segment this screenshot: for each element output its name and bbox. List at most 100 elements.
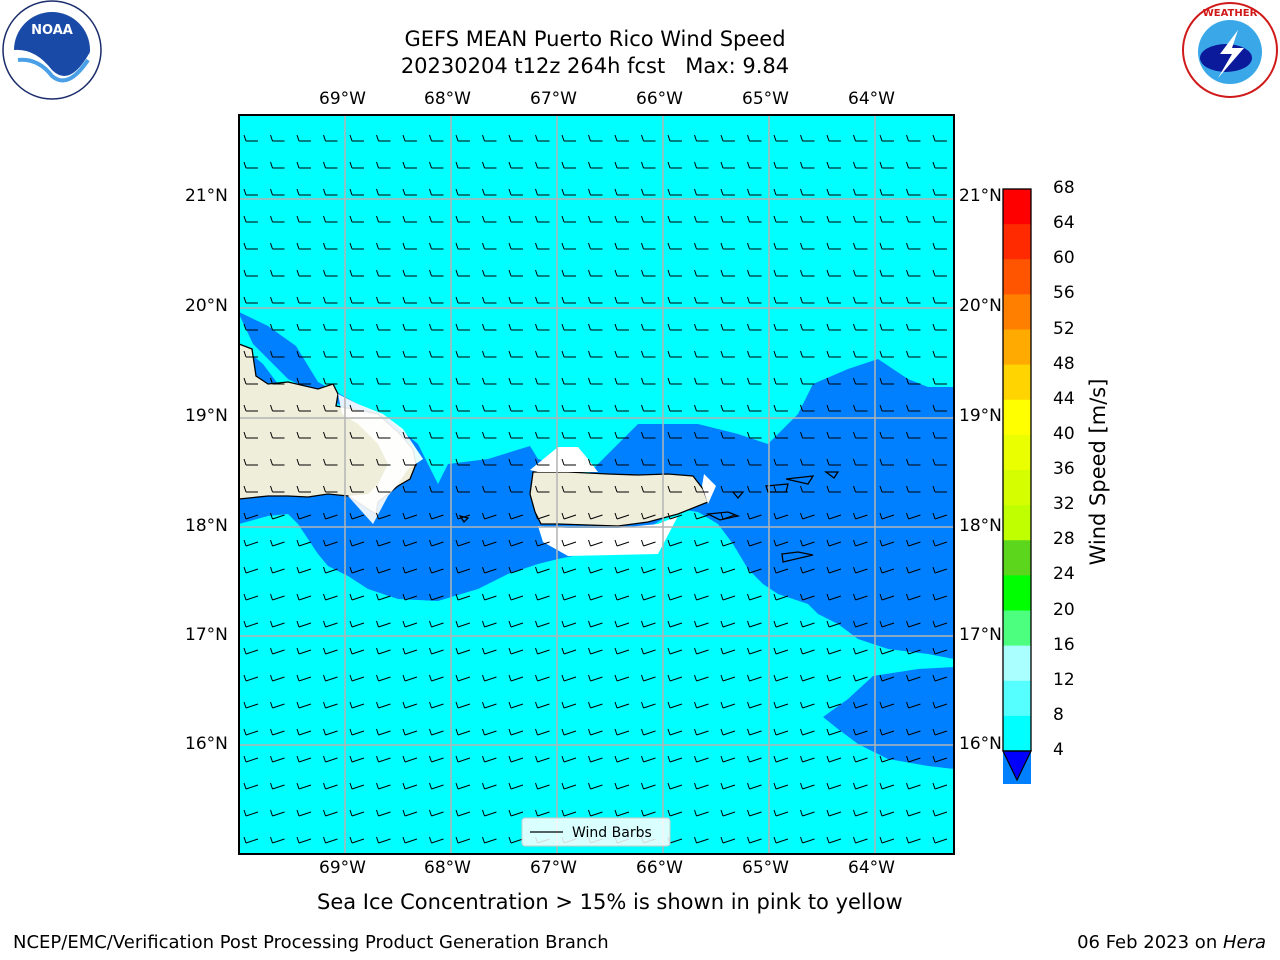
wind-barb bbox=[747, 458, 762, 466]
wind-barb bbox=[296, 350, 311, 358]
wind-barb bbox=[535, 269, 550, 277]
wind-barb bbox=[667, 242, 682, 250]
wind-barb bbox=[429, 647, 444, 655]
wind-barb bbox=[349, 566, 365, 574]
wind-barb bbox=[402, 323, 417, 331]
wind-barb bbox=[349, 701, 365, 709]
wind-barb bbox=[270, 809, 285, 817]
colorbar-tick-label: 8 bbox=[1053, 704, 1064, 725]
wind-barb bbox=[667, 431, 682, 439]
wind-barb bbox=[588, 215, 603, 223]
wind-barb bbox=[402, 539, 418, 547]
wind-barb bbox=[402, 404, 417, 412]
wind-barb bbox=[720, 377, 735, 385]
wind-barb bbox=[535, 512, 550, 520]
wind-barb bbox=[906, 782, 921, 790]
colorbar-box bbox=[1003, 715, 1031, 752]
wind-barb bbox=[694, 836, 709, 844]
wind-barb bbox=[270, 377, 285, 385]
wind-barb bbox=[932, 431, 947, 439]
wind-barb bbox=[826, 458, 841, 466]
wind-barb bbox=[614, 458, 629, 466]
wind-barb bbox=[588, 512, 603, 520]
wind-barb bbox=[561, 188, 576, 196]
wind-barb bbox=[800, 782, 815, 790]
wind-barb bbox=[800, 701, 815, 709]
wind-barb bbox=[296, 782, 312, 790]
wind-barb bbox=[508, 782, 524, 790]
wind-barb bbox=[376, 512, 391, 520]
wind-barb bbox=[614, 755, 630, 763]
wind-barb bbox=[773, 836, 789, 844]
wind-barb bbox=[296, 431, 311, 439]
wind-barb bbox=[429, 296, 444, 304]
wind-barb bbox=[535, 674, 550, 682]
wind-barb bbox=[376, 836, 391, 844]
wind-barb bbox=[906, 566, 921, 574]
lon-tick-top: 69°W bbox=[319, 89, 366, 109]
wind-barb bbox=[879, 134, 894, 142]
wind-barb bbox=[720, 647, 736, 655]
wind-barb bbox=[826, 350, 841, 358]
wind-barb bbox=[879, 620, 895, 628]
wind-barb bbox=[455, 377, 470, 385]
wind-barb bbox=[349, 782, 365, 790]
wind-barb bbox=[614, 485, 629, 493]
wind-barb bbox=[641, 242, 656, 250]
wind-barb bbox=[561, 323, 576, 331]
wind-barb bbox=[667, 620, 683, 628]
wind-barb bbox=[429, 566, 444, 574]
wind-barb bbox=[429, 269, 444, 277]
wind-barb bbox=[879, 701, 895, 709]
wind-barb bbox=[429, 485, 444, 493]
wind-barb bbox=[296, 323, 311, 331]
sea-ice-note: Sea Ice Concentration > 15% is shown in … bbox=[317, 890, 903, 914]
wind-barb bbox=[402, 620, 418, 628]
wind-barb bbox=[641, 350, 656, 358]
wind-barb bbox=[323, 296, 338, 304]
wind-barb bbox=[720, 188, 735, 196]
wind-barb bbox=[376, 161, 391, 169]
wind-barb bbox=[747, 404, 762, 412]
wind-barb bbox=[694, 215, 709, 223]
wind-barb bbox=[906, 296, 921, 304]
wind-barb bbox=[694, 242, 709, 250]
wind-barb bbox=[694, 377, 709, 385]
wind-barb bbox=[773, 323, 788, 331]
wind-barb bbox=[429, 836, 444, 844]
wind-barb bbox=[270, 269, 285, 277]
wind-barb bbox=[773, 242, 788, 250]
wind-barb bbox=[853, 269, 868, 277]
wind-barb bbox=[720, 782, 736, 790]
wind-barb bbox=[641, 404, 656, 412]
wind-barb bbox=[826, 188, 841, 196]
wind-barb bbox=[906, 404, 921, 412]
wind-barb bbox=[296, 674, 312, 682]
wind-barb bbox=[482, 674, 497, 682]
wind-barb bbox=[323, 566, 338, 574]
wind-barb bbox=[508, 809, 524, 817]
wind-barb bbox=[879, 566, 895, 574]
wind-barb bbox=[614, 161, 629, 169]
wind-barb bbox=[376, 566, 391, 574]
wind-barb bbox=[667, 323, 682, 331]
colorbar-box bbox=[1003, 224, 1031, 260]
wind-barb bbox=[482, 512, 497, 520]
wind-barb bbox=[323, 269, 338, 277]
wind-barb bbox=[402, 701, 418, 709]
wind-barb bbox=[800, 512, 815, 520]
wind-barb bbox=[535, 404, 550, 412]
wind-barb bbox=[826, 269, 841, 277]
wind-barb bbox=[694, 296, 709, 304]
wind-barb bbox=[455, 593, 471, 601]
wind-barb bbox=[561, 728, 577, 736]
footer-machine: Hera bbox=[1222, 932, 1266, 953]
wind-barb bbox=[667, 188, 682, 196]
wind-barb bbox=[932, 512, 948, 520]
wind-barb bbox=[349, 539, 365, 547]
wind-barb bbox=[773, 674, 789, 682]
colorbar-tick-label: 48 bbox=[1053, 353, 1075, 374]
wind-barb bbox=[376, 323, 391, 331]
wind-barb bbox=[296, 620, 312, 628]
wind-barb bbox=[535, 620, 550, 628]
